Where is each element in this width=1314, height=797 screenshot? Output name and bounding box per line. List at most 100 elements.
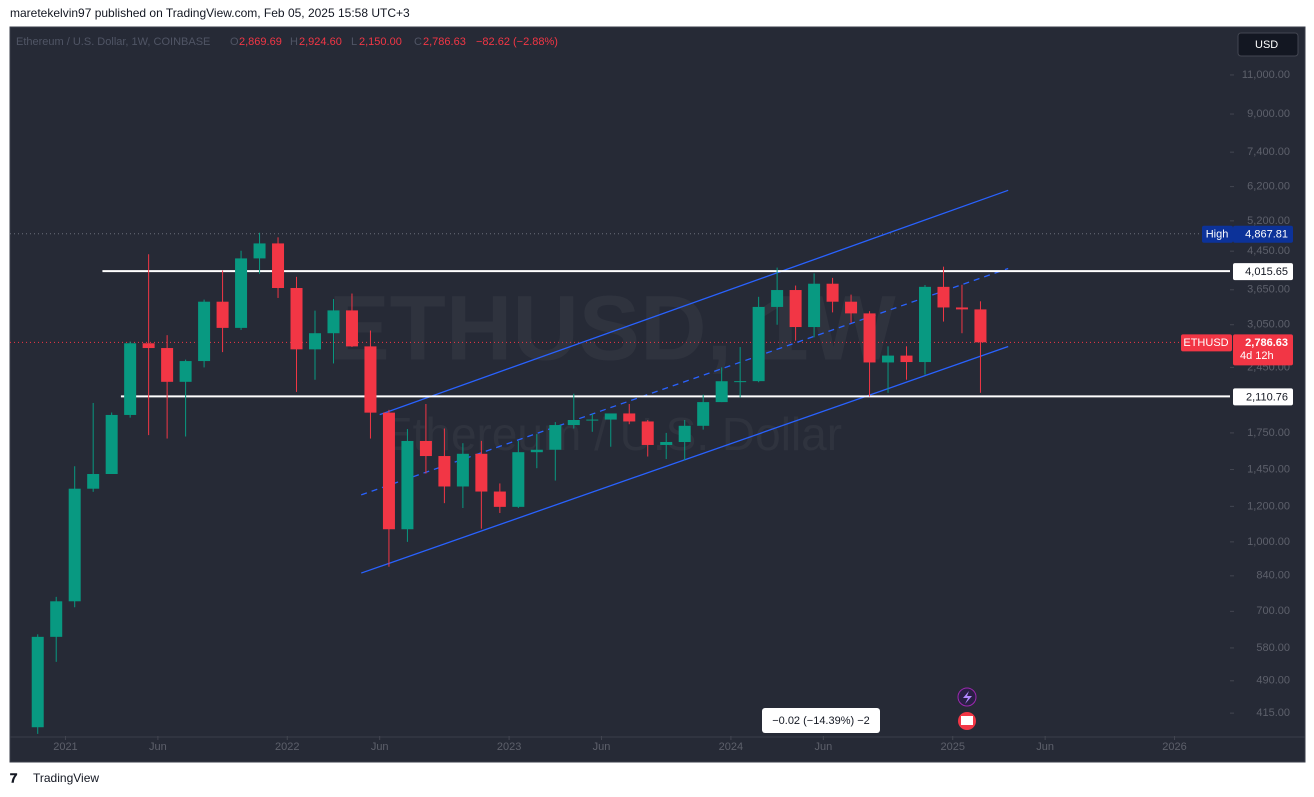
candle-body (290, 288, 303, 350)
candle-body (512, 452, 525, 507)
candle-body (641, 421, 654, 445)
y-tick-label: 1,450.00 (1247, 463, 1290, 475)
candle-body (845, 301, 858, 314)
candle-body (623, 413, 636, 422)
ohlc-key: O (230, 36, 239, 48)
candle-body (660, 442, 673, 445)
x-tick-label: 2022 (275, 741, 299, 753)
candle-body (456, 453, 469, 487)
publisher: maretekelvin97 published on TradingView.… (10, 6, 410, 20)
measure-box (762, 708, 880, 733)
ohlc-change: −82.62 (−2.88%) (476, 36, 558, 48)
measure-label: −0.02 (−14.39%) −2 (772, 715, 870, 727)
candle-body (752, 306, 765, 382)
x-tick-label: Jun (371, 741, 389, 753)
y-tick-label: 1,200.00 (1247, 500, 1290, 512)
candle-body (715, 381, 728, 403)
symbol-tag: ETHUSD (1183, 337, 1228, 349)
last-price-label: 2,786.63 (1245, 337, 1288, 349)
x-tick-label: 2021 (53, 741, 77, 753)
ohlc-value: 2,924.60 (299, 36, 342, 48)
ohlc-key: L (351, 36, 357, 48)
symbol-title: Ethereum / U.S. Dollar, 1W, COINBASE (16, 36, 210, 48)
x-tick-label: 2023 (497, 741, 521, 753)
x-tick-label: Jun (149, 741, 167, 753)
candle-body (678, 425, 691, 443)
candle-body (974, 309, 987, 343)
x-tick-label: Jun (1036, 741, 1054, 753)
y-tick-label: 7,400.00 (1247, 146, 1290, 158)
y-tick-label: 3,650.00 (1247, 284, 1290, 296)
last-price-bg (1233, 334, 1293, 366)
candle-body (826, 283, 839, 302)
x-tick-label: Jun (593, 741, 611, 753)
candle-body (309, 333, 321, 350)
candle-body (493, 491, 506, 507)
y-tick-label: 700.00 (1256, 605, 1290, 617)
level-label-bg (1233, 388, 1293, 406)
candle-body (882, 355, 895, 363)
candle-body (327, 310, 340, 334)
logo-mark: 𝟕 (10, 770, 18, 785)
candle-body (179, 361, 192, 382)
x-tick-label: 2024 (719, 741, 743, 753)
candle-body (771, 290, 784, 307)
candle-body (198, 301, 211, 362)
currency-button[interactable] (1237, 32, 1299, 57)
x-tick-label: 2026 (1162, 741, 1186, 753)
footer-brand: TradingView (33, 771, 99, 785)
candle-body (567, 419, 580, 426)
x-tick-label: Jun (814, 741, 832, 753)
candle-body (734, 381, 747, 383)
currency[interactable]: USD (1255, 39, 1278, 51)
y-tick-label: 9,000.00 (1247, 108, 1290, 120)
ohlc-key: C (414, 36, 422, 48)
candle-body (87, 474, 100, 489)
candle-body (345, 310, 358, 347)
candle-body (419, 440, 432, 457)
channel-line (379, 189, 1009, 416)
ohlc-value: 2,150.00 (359, 36, 402, 48)
y-tick-label: 11,000.00 (1242, 69, 1290, 81)
ohlc-value: 2,869.69 (239, 36, 282, 48)
candle-body (235, 258, 248, 328)
candle-body (124, 343, 137, 415)
candle-body (604, 413, 617, 420)
candle-body (161, 348, 174, 382)
candle-body (50, 601, 63, 637)
candle-body (808, 283, 821, 328)
high-tag: High (1206, 229, 1229, 241)
ohlc-value: 2,786.63 (423, 36, 466, 48)
header: Ethereum / U.S. Dollar, 1W, COINBASE O 2… (16, 36, 558, 48)
y-tick-label: 415.00 (1256, 707, 1290, 719)
candle-body (401, 440, 414, 530)
event-flag (961, 716, 973, 725)
candle-body (919, 286, 931, 363)
high-label: 4,867.81 (1245, 229, 1288, 241)
channel-line (360, 267, 1009, 496)
candle-body (382, 412, 395, 530)
y-tick-label: 490.00 (1256, 675, 1290, 687)
candle-body (937, 286, 950, 308)
y-tick-label: 580.00 (1256, 642, 1290, 654)
y-tick-label: 1,000.00 (1247, 536, 1290, 548)
high-tag-bg (1202, 225, 1233, 243)
plot-layer: 415.00 490.00 580.00 700.00 840.00 1,000.00 1,… (10, 69, 1293, 753)
candle-body (697, 402, 710, 426)
candle-body (105, 414, 118, 475)
y-tick-label: 4,450.00 (1247, 245, 1290, 257)
y-tick-label: 1,750.00 (1247, 427, 1290, 439)
candle-body (955, 307, 968, 310)
candle-body (586, 419, 599, 421)
x-tick-label: 2025 (940, 741, 964, 753)
level-label: 4,015.65 (1245, 266, 1288, 278)
candle-body (253, 243, 266, 259)
candle-body (863, 313, 876, 363)
candle-body (438, 456, 451, 487)
candle-body (475, 453, 488, 492)
event-bolt (963, 691, 972, 704)
y-tick-label: 5,200.00 (1247, 215, 1290, 227)
candle-body (900, 355, 913, 363)
chart-frame (9, 26, 1306, 763)
